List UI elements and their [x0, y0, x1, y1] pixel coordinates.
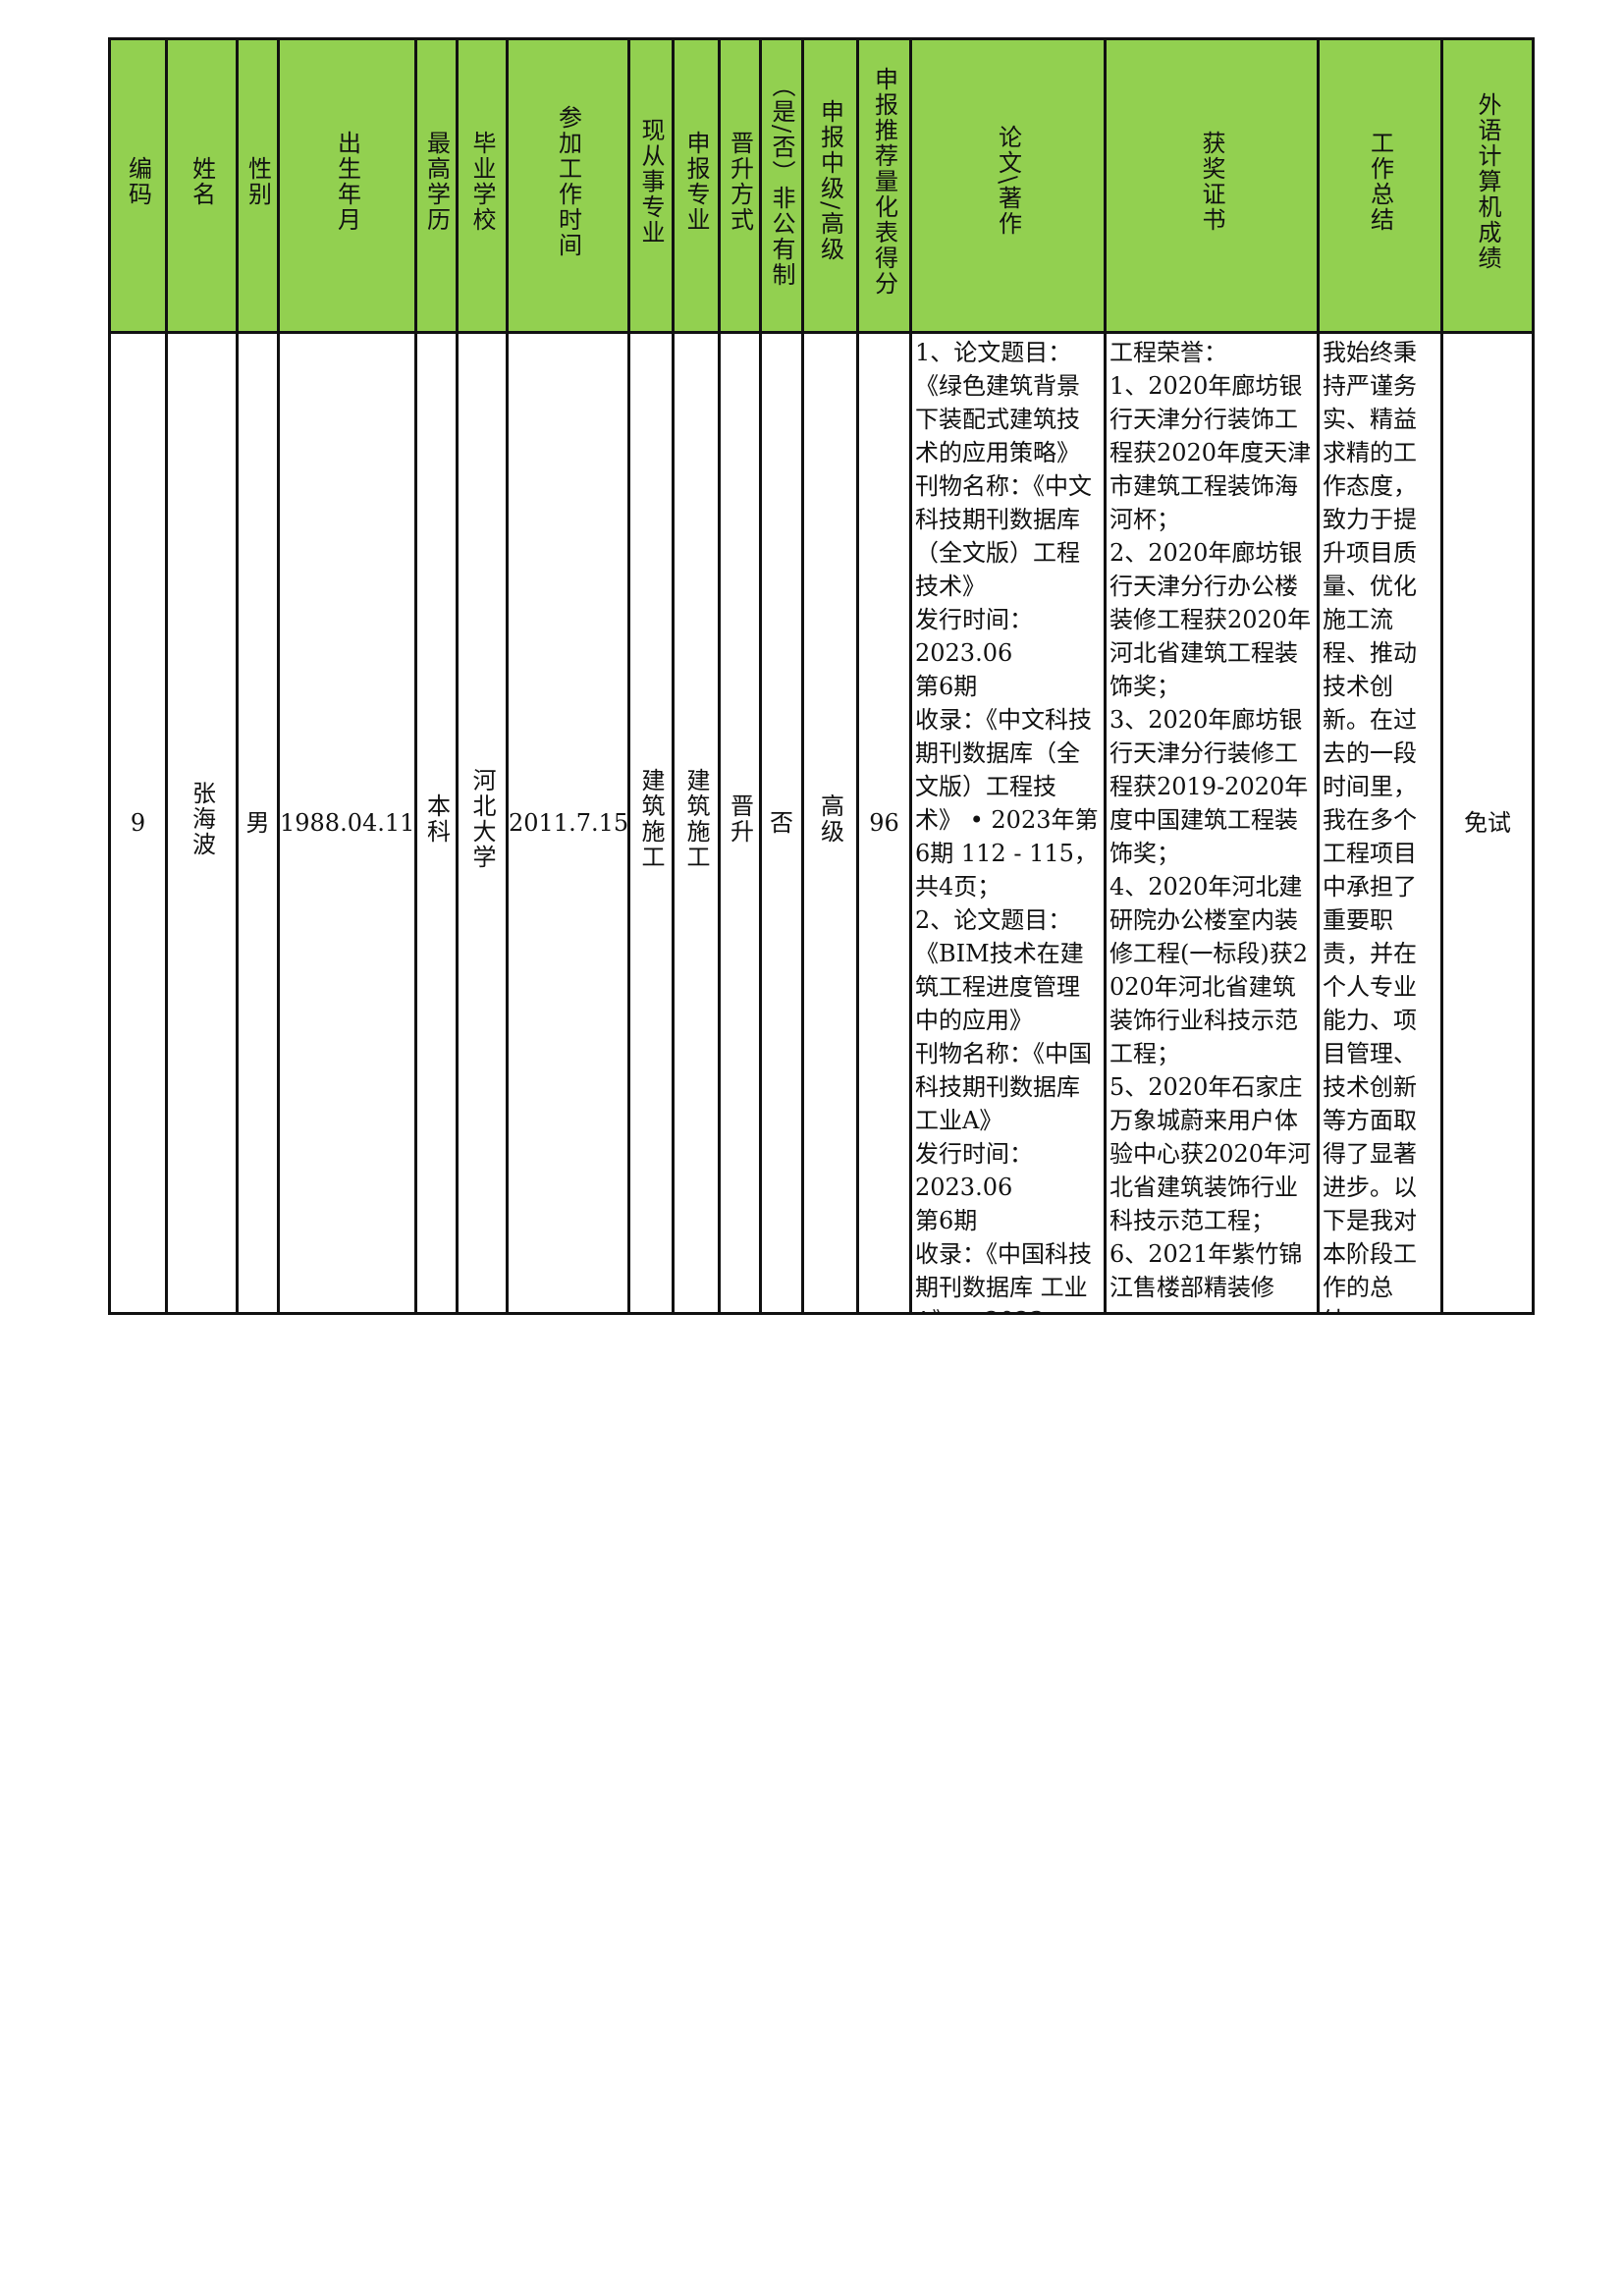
awards-text: 工程荣誉： 1、2020年廊坊银行天津分行装饰工程获2020年度天津市建筑工程装…: [1109, 339, 1312, 1301]
header-row: 编码 姓名 性别 出生年月 最高学历 毕业学校 参加工作时间 现从事专业 申报专…: [108, 37, 1535, 334]
cell-non-public: 否: [759, 331, 804, 1315]
header-text: 性别: [243, 155, 272, 207]
promotion-text: 晋升: [726, 793, 754, 845]
header-text: 申报中级/高级: [816, 99, 844, 263]
cell-level: 高级: [801, 331, 859, 1315]
cell-name: 张海波: [165, 331, 239, 1315]
header-text: 申报推荐量化表得分: [870, 66, 898, 297]
header-text: 参加工作时间: [554, 104, 582, 258]
name-text: 张海波: [188, 780, 216, 857]
cell-papers: 1、论文题目： 《绿色建筑背景下装配式建筑技术的应用策略》 刊物名称：《中文科技…: [909, 331, 1107, 1315]
cell-school: 河北大学: [456, 331, 509, 1315]
header-text: 毕业学校: [468, 130, 496, 233]
header-foreign-computer: 外语计算机成绩: [1440, 37, 1535, 334]
cell-summary: 我始终秉持严谨务实、精益求精的工作态度，致力于提升项目质量、优化施工流程、推动技…: [1317, 331, 1443, 1315]
summary-text: 我始终秉持严谨务实、精益求精的工作态度，致力于提升项目质量、优化施工流程、推动技…: [1323, 339, 1417, 1311]
cell-promotion: 晋升: [718, 331, 762, 1315]
cell-id: 9: [108, 331, 168, 1315]
cell-awards: 工程荣誉： 1、2020年廊坊银行天津分行装饰工程获2020年度天津市建筑工程装…: [1104, 331, 1320, 1315]
header-school: 毕业学校: [456, 37, 509, 334]
level-text: 高级: [816, 793, 844, 845]
header-text: 申报专业: [682, 130, 710, 233]
cell-birth: 1988.04.11: [277, 331, 417, 1315]
header-text: 晋升方式: [726, 130, 754, 233]
header-promotion: 晋升方式: [718, 37, 762, 334]
cell-apply-major: 建筑施工: [672, 331, 721, 1315]
application-table: 编码 姓名 性别 出生年月 最高学历 毕业学校 参加工作时间 现从事专业 申报专…: [108, 37, 1535, 1315]
cell-score: 96: [856, 331, 912, 1315]
header-education: 最高学历: [414, 37, 459, 334]
papers-text: 1、论文题目： 《绿色建筑背景下装配式建筑技术的应用策略》 刊物名称：《中文科技…: [915, 339, 1099, 1311]
header-text: 外语计算机成绩: [1474, 91, 1501, 271]
header-level: 申报中级/高级: [801, 37, 859, 334]
header-text: 现从事专业: [637, 117, 665, 246]
header-current-major: 现从事专业: [627, 37, 675, 334]
header-text: 编码: [124, 155, 152, 207]
school-text: 河北大学: [468, 767, 496, 870]
education-text: 本科: [422, 793, 451, 845]
cell-gender: 男: [236, 331, 280, 1315]
header-summary: 工作总结: [1317, 37, 1443, 334]
header-awards: 获奖证书: [1104, 37, 1320, 334]
apply-major-text: 建筑施工: [682, 767, 710, 870]
cell-current-major: 建筑施工: [627, 331, 675, 1315]
header-gender: 性别: [236, 37, 280, 334]
cell-education: 本科: [414, 331, 459, 1315]
cell-foreign-computer: 免试: [1440, 331, 1535, 1315]
header-score: 申报推荐量化表得分: [856, 37, 912, 334]
header-text: 最高学历: [422, 130, 451, 233]
header-text: 工作总结: [1366, 130, 1394, 233]
header-name: 姓名: [165, 37, 239, 334]
header-non-public: （是/否）非公有制: [759, 37, 804, 334]
header-text: 出生年月: [333, 130, 361, 233]
header-text: 获奖证书: [1198, 130, 1225, 233]
cell-work-start: 2011.7.15: [506, 331, 630, 1315]
header-text: 姓名: [188, 155, 216, 207]
current-major-text: 建筑施工: [637, 767, 665, 870]
header-birth: 出生年月: [277, 37, 417, 334]
header-id: 编码: [108, 37, 168, 334]
header-papers: 论文\著作: [909, 37, 1107, 334]
header-text: 论文\著作: [994, 125, 1022, 238]
header-work-start: 参加工作时间: [506, 37, 630, 334]
header-apply-major: 申报专业: [672, 37, 721, 334]
table-row: 9 张海波 男 1988.04.11 本科 河北大学 2011.7.15 建筑施…: [108, 331, 1535, 1315]
header-text: （是/否）非公有制: [768, 74, 795, 289]
